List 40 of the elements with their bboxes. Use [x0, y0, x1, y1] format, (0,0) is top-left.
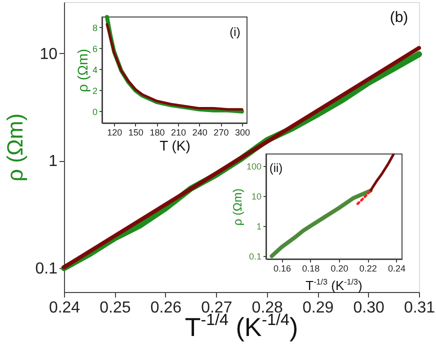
y-tick-label: 100	[246, 161, 262, 172]
x-tick-label: 0.24	[48, 300, 80, 316]
y-tick-label: 1	[256, 222, 262, 232]
x-tick-label: 0.29	[302, 300, 334, 316]
x-tick-label: 270	[214, 128, 229, 138]
y-tick-label: 10	[251, 192, 262, 202]
y-axis-title: ρ (Ωm)	[2, 113, 28, 182]
x-tick-label: 0.18	[302, 264, 320, 274]
x-tick-label: 210	[171, 128, 186, 138]
x-tick-label: 0.16	[273, 264, 292, 274]
x-tick-label: 150	[128, 128, 144, 138]
x-tick-label: 300	[235, 128, 250, 138]
y-tick-label: 6	[92, 44, 98, 54]
x-tick-label: 0.22	[359, 264, 377, 274]
line-series	[356, 189, 372, 206]
y-tick-label: 2	[92, 86, 98, 96]
annotation: (b)	[390, 9, 408, 26]
x-tick-label: 0.26	[150, 300, 182, 316]
y-tick-label: 1	[48, 153, 58, 170]
x-tick-label: 0.31	[404, 300, 436, 316]
y-tick-label: 0.1	[248, 252, 262, 262]
y-tick-label: 10	[40, 46, 58, 63]
y-tick-label: 0	[92, 106, 98, 117]
line-series	[270, 188, 373, 258]
text: (ii)	[269, 161, 283, 175]
line-series	[369, 153, 395, 192]
x-tick-label: 0.25	[100, 300, 131, 316]
x-tick-label: 0.20	[330, 264, 348, 274]
y-axis-title: ρ (Ωm)	[74, 48, 90, 92]
x-tick-label: 180	[150, 128, 165, 138]
y-tick-label: 0.1	[35, 260, 58, 278]
x-tick-label: 0.24	[388, 264, 406, 274]
y-axis-title: ρ (Ωm)	[230, 188, 244, 226]
x-axis-title: T (K)	[160, 138, 190, 154]
x-tick-label: 240	[192, 128, 208, 138]
y-tick-label: 4	[92, 64, 98, 75]
text: (i)	[230, 25, 240, 39]
x-tick-label: 0.30	[353, 300, 384, 316]
y-tick-label: 8	[92, 22, 98, 33]
x-tick-label: 120	[107, 128, 122, 138]
